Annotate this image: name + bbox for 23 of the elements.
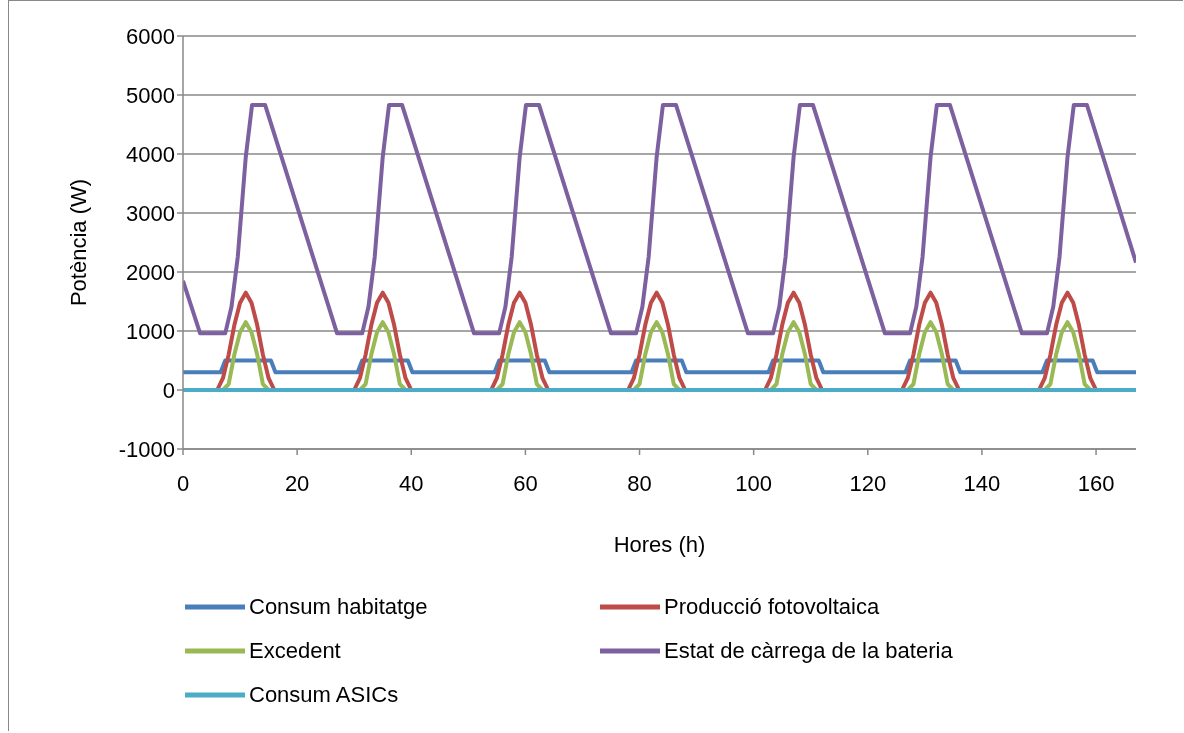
y-tick-label: 2000 bbox=[126, 259, 175, 285]
legend-label: Consum ASICs bbox=[249, 682, 399, 708]
x-tick-label: 120 bbox=[849, 470, 887, 496]
y-tick-label: 5000 bbox=[126, 82, 175, 108]
x-tick-label: 60 bbox=[513, 470, 538, 496]
x-tick-label: 20 bbox=[284, 470, 310, 496]
x-axis-title: Hores (h) bbox=[613, 532, 706, 557]
y-axis-title: Potència (W) bbox=[65, 178, 91, 307]
y-tick-label: 4000 bbox=[126, 141, 175, 167]
y-tick-label: -1000 bbox=[118, 436, 175, 462]
legend-label: Excedent bbox=[249, 638, 341, 664]
y-tick-label: 6000 bbox=[126, 23, 175, 49]
y-tick-label: 0 bbox=[162, 377, 175, 403]
x-tick-label: 40 bbox=[399, 470, 424, 496]
x-tick-label: 160 bbox=[1077, 470, 1115, 496]
x-tick-label: 140 bbox=[963, 470, 1001, 496]
y-tick-label: 3000 bbox=[126, 200, 175, 226]
legend-label: Estat de càrrega de la bateria bbox=[664, 638, 953, 664]
legend-label: Consum habitatge bbox=[249, 594, 428, 620]
x-tick-label: 100 bbox=[735, 470, 773, 496]
x-tick-label: 80 bbox=[627, 470, 652, 496]
y-tick-label: 1000 bbox=[126, 318, 175, 344]
legend-label: Producció fotovoltaica bbox=[664, 594, 880, 620]
